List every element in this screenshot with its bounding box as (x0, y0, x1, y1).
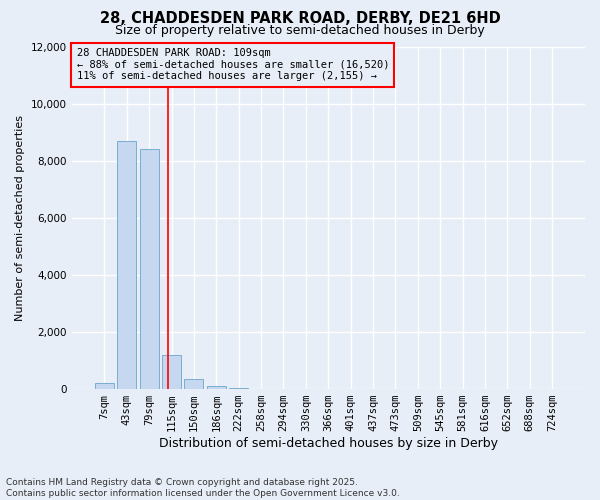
Text: 28 CHADDESDEN PARK ROAD: 109sqm
← 88% of semi-detached houses are smaller (16,52: 28 CHADDESDEN PARK ROAD: 109sqm ← 88% of… (77, 48, 389, 82)
Bar (95, 383, 114, 389)
Text: Size of property relative to semi-detached houses in Derby: Size of property relative to semi-detach… (115, 24, 485, 37)
Bar (229, 388, 248, 389)
Bar (140, 150, 158, 389)
Bar (117, 140, 136, 389)
Y-axis label: Number of semi-detached properties: Number of semi-detached properties (15, 115, 25, 321)
X-axis label: Distribution of semi-detached houses by size in Derby: Distribution of semi-detached houses by … (159, 437, 498, 450)
Bar (207, 386, 226, 389)
Bar (184, 379, 203, 389)
Bar (162, 355, 181, 389)
Text: Contains HM Land Registry data © Crown copyright and database right 2025.
Contai: Contains HM Land Registry data © Crown c… (6, 478, 400, 498)
Text: 28, CHADDESDEN PARK ROAD, DERBY, DE21 6HD: 28, CHADDESDEN PARK ROAD, DERBY, DE21 6H… (100, 11, 500, 26)
